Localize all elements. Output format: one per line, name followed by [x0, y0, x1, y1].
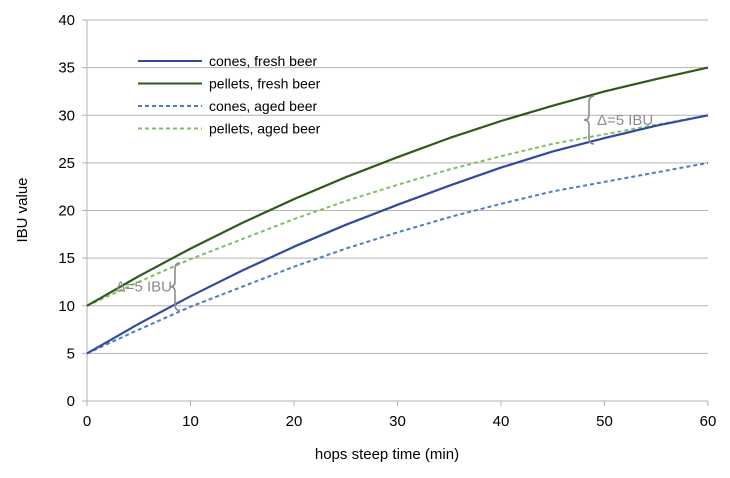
y-tick-label: 10	[58, 298, 75, 315]
tick-labels: 0 5 10 15 20 25 30 35 40 0 10 20 30 40 50 60	[58, 12, 716, 430]
y-tick-label: 40	[58, 12, 75, 29]
series-line-1	[86, 114, 709, 355]
series-lines	[86, 66, 709, 355]
legend-label: cones, fresh beer	[209, 53, 318, 69]
legend-label: cones, aged beer	[209, 98, 318, 114]
delta-annotation-label: Δ=5 IBU	[116, 279, 172, 296]
x-tick-label: 40	[493, 413, 510, 430]
y-tick-label: 0	[67, 393, 75, 410]
y-tick-label: 25	[58, 155, 75, 172]
delta-annotation-label: Δ=5 IBU	[597, 112, 653, 129]
grid-lines	[82, 19, 709, 406]
y-tick-label: 30	[58, 107, 75, 124]
series-line-4	[86, 114, 709, 307]
x-tick-label: 60	[700, 413, 717, 430]
y-axis-label: IBU value	[14, 177, 31, 242]
y-tick-label: 5	[67, 345, 75, 362]
x-tick-label: 50	[596, 413, 613, 430]
x-tick-label: 10	[182, 413, 199, 430]
delta-brace	[169, 262, 181, 312]
x-axis-label: hops steep time (min)	[315, 446, 459, 463]
series-line-2	[86, 66, 709, 307]
legend-label: pellets, fresh beer	[209, 76, 321, 92]
y-tick-label: 35	[58, 60, 75, 77]
annotations: Δ=5 IBU Δ=5 IBU	[116, 95, 653, 312]
y-tick-label: 15	[58, 250, 75, 267]
x-tick-label: 0	[83, 413, 91, 430]
legend: cones, fresh beer pellets, fresh beer cone…	[138, 53, 321, 137]
x-tick-label: 20	[286, 413, 303, 430]
y-tick-label: 20	[58, 203, 75, 220]
delta-brace	[583, 95, 595, 145]
series-line-3	[86, 161, 709, 355]
x-tick-label: 30	[389, 413, 406, 430]
legend-label: pellets, aged beer	[209, 121, 321, 137]
